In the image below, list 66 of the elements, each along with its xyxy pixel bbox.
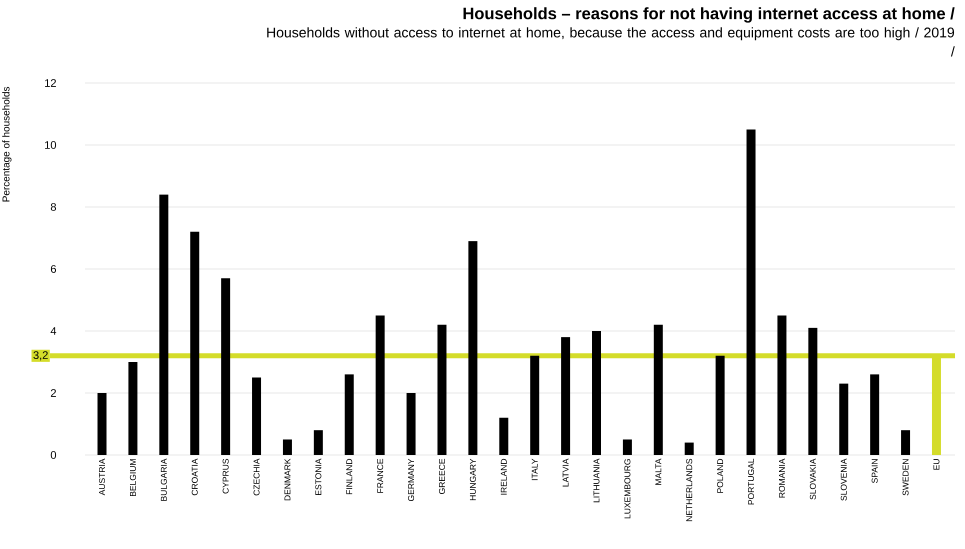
bar (530, 356, 540, 455)
bar (684, 442, 694, 455)
bar (98, 392, 107, 455)
bar (252, 377, 262, 455)
chart-title: Households – reasons for not having internet access at home / (464, 7, 955, 23)
bar (777, 315, 786, 455)
bar (314, 430, 323, 455)
y-tick-label: 10 (45, 141, 56, 149)
bar (870, 374, 880, 455)
x-tick-label: CYPRUS (222, 458, 229, 494)
bar (128, 362, 138, 455)
x-tick-label: IRELAND (500, 458, 507, 495)
x-tick-label: POLAND (717, 458, 724, 493)
bar (282, 439, 292, 455)
x-tick-label: ESTONIA (315, 458, 322, 495)
bar (622, 439, 632, 455)
bar (561, 337, 570, 455)
x-tick-label: EU (934, 459, 940, 470)
bar (592, 330, 602, 455)
x-tick-label: CZECHIA (254, 458, 260, 496)
y-tick-label: 6 (50, 265, 56, 273)
bar (406, 392, 416, 455)
x-tick-label: GERMANY (408, 458, 414, 502)
x-tick-label: HUNGARY (470, 458, 476, 500)
x-tick-label: AUSTRIA (98, 458, 106, 496)
bar (716, 356, 725, 455)
ref-line-label: 3,2 (33, 351, 48, 360)
x-tick-label: CROATIA (192, 458, 198, 496)
x-tick-label: LUXEMBOURG (624, 459, 630, 518)
bar (901, 430, 910, 455)
x-tick-label: LITHUANIA (594, 458, 600, 502)
y-tick-label: 12 (45, 79, 56, 87)
bar (468, 241, 478, 455)
x-tick-label: FRANCE (377, 458, 384, 493)
bar (344, 374, 354, 455)
y-tick-label: 2 (50, 389, 56, 397)
bar (499, 418, 508, 455)
bar (159, 194, 168, 455)
y-tick-label: 4 (50, 327, 56, 335)
y-axis-title: Percentage of households (2, 86, 12, 202)
bar (746, 129, 756, 455)
bar (839, 384, 848, 455)
x-tick-label: PORTUGAL (748, 458, 754, 504)
x-tick-label: FINLAND (346, 458, 352, 494)
bar (437, 324, 446, 455)
chart-subtitle: Households without access to internet at home, because the access and equipment costs are too high / 2019 / (267, 27, 955, 56)
x-tick-label: BELGIUM (130, 459, 136, 496)
y-tick-label: 8 (50, 203, 56, 211)
x-tick-label: ROMANIA (778, 458, 785, 498)
bar (808, 328, 818, 455)
x-tick-label: MALTA (655, 458, 662, 485)
x-tick-label: DENMARK (284, 458, 290, 500)
bar (221, 278, 230, 455)
x-tick-label: SLOVENIA (840, 458, 847, 501)
y-tick-label: 0 (50, 451, 56, 459)
x-tick-label: SLOVAKIA (810, 458, 816, 500)
x-tick-label: LATVIA (562, 458, 569, 486)
x-tick-label: SWEDEN (902, 459, 909, 496)
x-tick-label: GREECE (438, 458, 445, 494)
x-tick-label: NETHERLANDS (686, 458, 692, 522)
x-tick-label: ITALY (532, 458, 538, 480)
bar (376, 315, 385, 455)
x-tick-label: SPAIN (872, 459, 878, 483)
x-tick-label: BULGARIA (160, 458, 167, 501)
bar (190, 232, 200, 455)
bar (654, 324, 663, 455)
